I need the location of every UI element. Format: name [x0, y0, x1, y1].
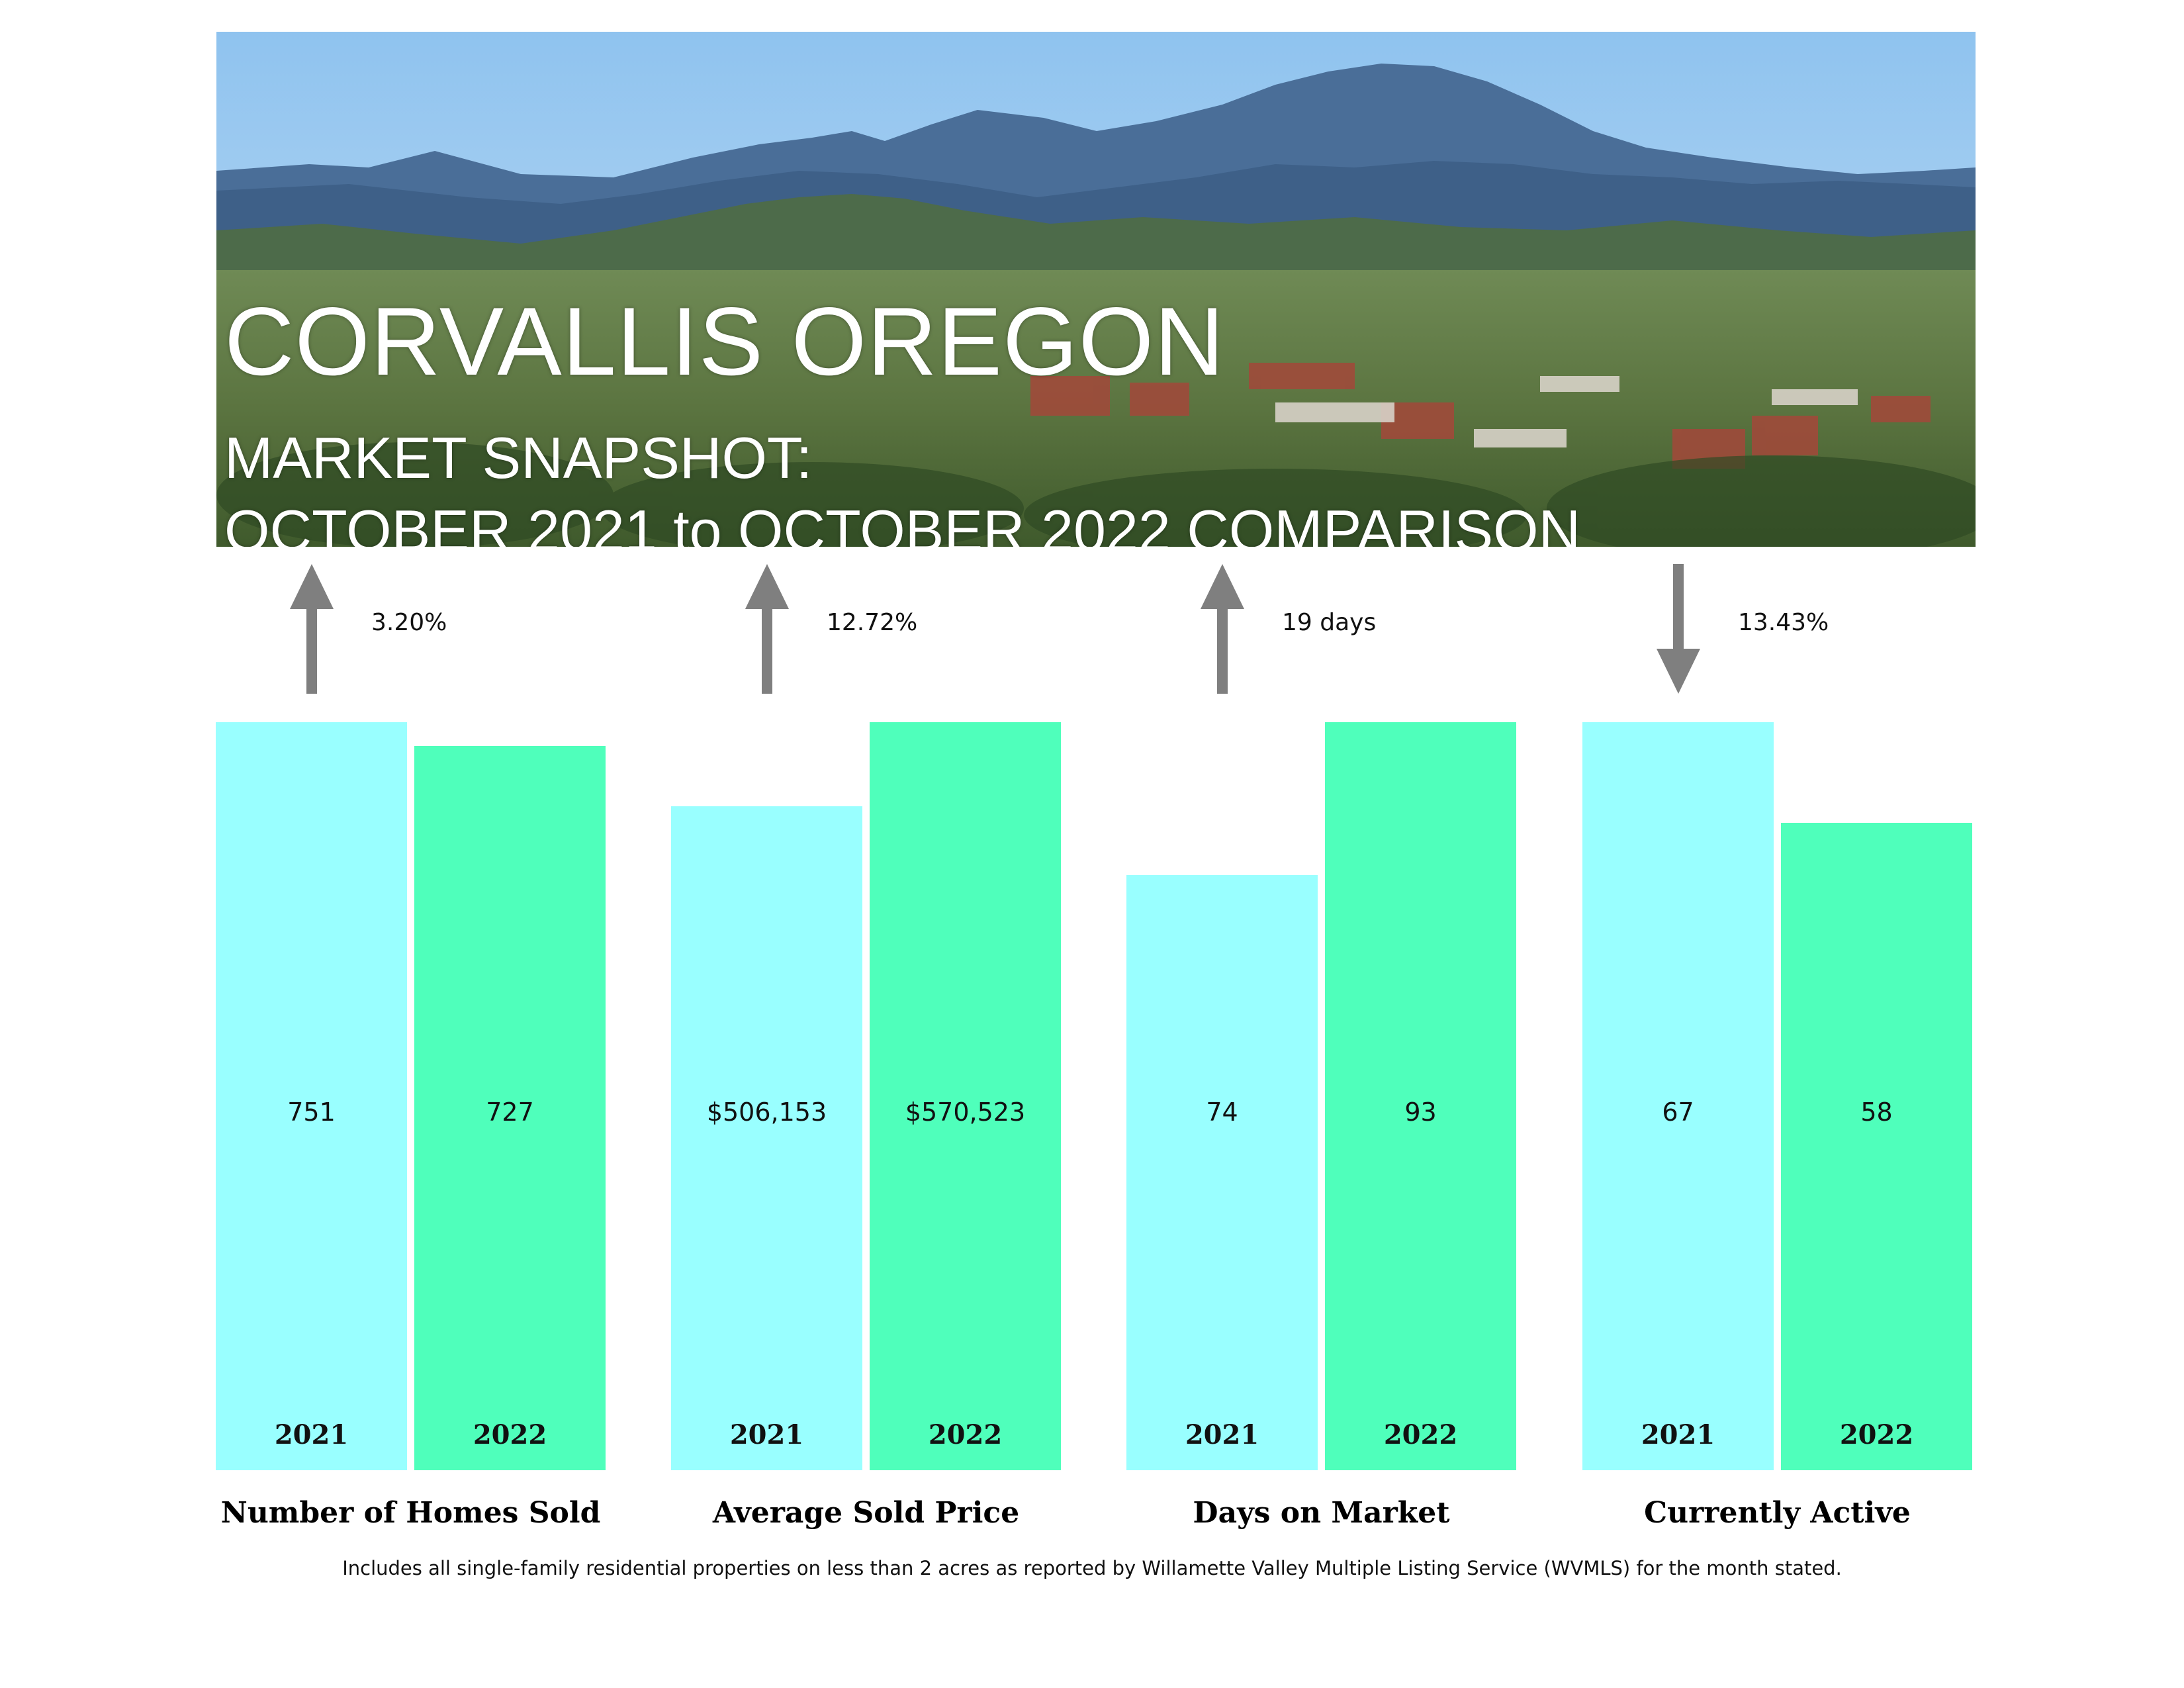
bar-year-label: 2021 — [274, 1419, 349, 1450]
category-label: Currently Active — [1644, 1496, 1911, 1530]
bar-2021: 74 2021 — [1126, 875, 1318, 1470]
bar-2022: 58 2022 — [1781, 823, 1972, 1470]
bar-value-label: 93 — [1404, 1098, 1437, 1127]
change-label: 19 days — [1282, 609, 1377, 636]
header-photo: CORVALLIS OREGON MARKET SNAPSHOT: OCTOBE… — [216, 32, 1976, 547]
arrow-up-icon — [1201, 564, 1244, 694]
bar-value-label: 58 — [1860, 1098, 1893, 1127]
change-label: 13.43% — [1738, 609, 1829, 636]
category-label: Days on Market — [1193, 1496, 1450, 1530]
bar-value-label: $570,523 — [905, 1098, 1026, 1127]
bar-2022: $570,523 2022 — [870, 722, 1061, 1470]
bar-year-label: 2021 — [1641, 1419, 1715, 1450]
category-label: Number of Homes Sold — [220, 1496, 601, 1530]
bar-year-label: 2022 — [1383, 1419, 1458, 1450]
bar-2022: 727 2022 — [414, 746, 606, 1470]
bar-value-label: 751 — [287, 1098, 336, 1127]
bar-year-label: 2021 — [1185, 1419, 1259, 1450]
arrow-up-icon — [290, 564, 334, 694]
footnote: Includes all single-family residential p… — [342, 1557, 1842, 1579]
bar-year-label: 2022 — [473, 1419, 547, 1450]
bar-value-label: 67 — [1662, 1098, 1694, 1127]
bar-year-label: 2022 — [1839, 1419, 1914, 1450]
bar-year-label: 2021 — [729, 1419, 804, 1450]
bar-2021: 751 2021 — [216, 722, 407, 1470]
arrow-up-icon — [745, 564, 789, 694]
bar-2021: 67 2021 — [1582, 722, 1774, 1470]
landscape-image — [216, 32, 1976, 547]
page-subtitle-line1: MARKET SNAPSHOT: — [224, 425, 813, 491]
page-title: CORVALLIS OREGON — [224, 287, 1225, 395]
bar-2022: 93 2022 — [1325, 722, 1516, 1470]
change-label: 3.20% — [371, 609, 447, 636]
bar-value-label: 727 — [486, 1098, 534, 1127]
page-subtitle-line2: OCTOBER 2021 to OCTOBER 2022 COMPARISON — [224, 498, 1581, 547]
bar-2021: $506,153 2021 — [671, 806, 862, 1470]
arrow-down-icon — [1657, 564, 1700, 694]
bar-value-label: $506,153 — [706, 1098, 827, 1127]
category-label: Average Sold Price — [712, 1496, 1020, 1530]
bar-year-label: 2022 — [928, 1419, 1003, 1450]
bar-value-label: 74 — [1206, 1098, 1238, 1127]
change-label: 12.72% — [827, 609, 918, 636]
